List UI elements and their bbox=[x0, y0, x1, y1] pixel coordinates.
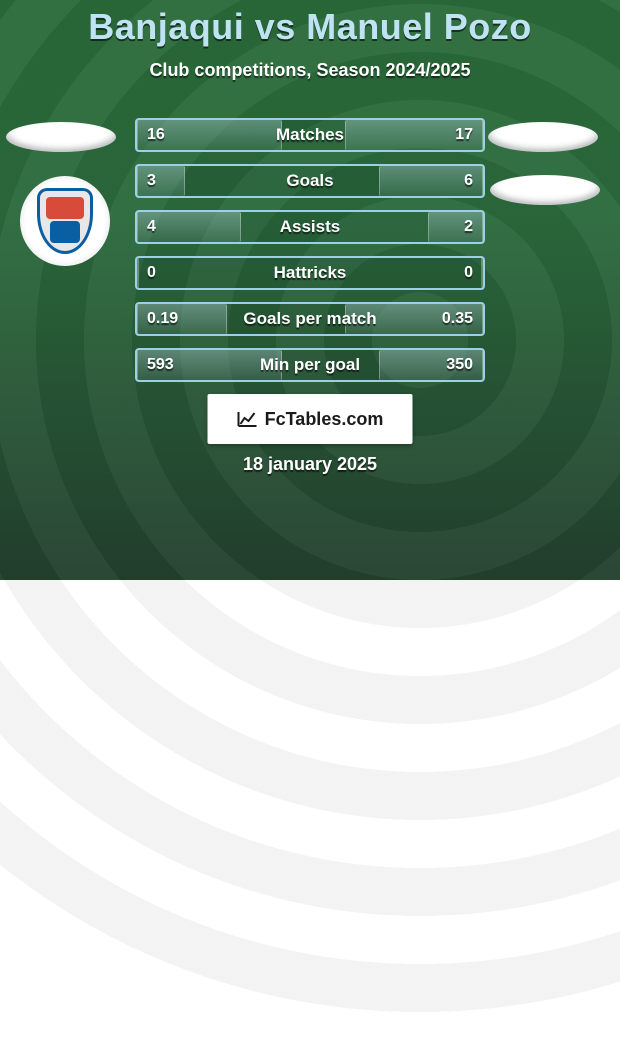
date-label: 18 january 2025 bbox=[0, 454, 620, 475]
stat-row: 593350Min per goal bbox=[135, 348, 485, 382]
brand-badge: FcTables.com bbox=[208, 394, 413, 444]
content-root: Banjaqui vs Manuel Pozo Club competition… bbox=[0, 0, 620, 81]
stat-value-right: 2 bbox=[464, 218, 473, 236]
stats-bars: 1617Matches36Goals42Assists00Hattricks0.… bbox=[135, 118, 485, 394]
stat-fill-right bbox=[481, 258, 483, 288]
player-left-placeholder bbox=[6, 122, 116, 152]
stat-row: 0 0Hattricks bbox=[135, 256, 485, 290]
page-title: Banjaqui vs Manuel Pozo bbox=[0, 0, 620, 48]
stat-value-right: 0 bbox=[464, 264, 473, 282]
stat-value-right: 0.35 bbox=[442, 310, 473, 328]
stat-label: Hattricks bbox=[137, 263, 483, 283]
brand-chart-icon bbox=[237, 410, 259, 428]
subtitle: Club competitions, Season 2024/2025 bbox=[0, 60, 620, 81]
stat-row: 1617Matches bbox=[135, 118, 485, 152]
stat-value-right: 17 bbox=[455, 126, 473, 144]
stat-value-right: 350 bbox=[446, 356, 473, 374]
player-right-placeholder bbox=[488, 122, 598, 152]
stat-value-left: 16 bbox=[147, 126, 165, 144]
stat-row: 42Assists bbox=[135, 210, 485, 244]
shield-icon bbox=[37, 188, 93, 254]
stat-value-right: 6 bbox=[464, 172, 473, 190]
stat-value-left: 0 bbox=[147, 264, 156, 282]
stat-value-left: 593 bbox=[147, 356, 174, 374]
stat-value-left: 3 bbox=[147, 172, 156, 190]
stat-value-left: 0.19 bbox=[147, 310, 178, 328]
brand-label: FcTables.com bbox=[265, 409, 384, 430]
stat-row: 0.190.35Goals per match bbox=[135, 302, 485, 336]
stat-fill-right bbox=[428, 212, 483, 242]
stat-fill-left bbox=[137, 258, 139, 288]
stat-value-left: 4 bbox=[147, 218, 156, 236]
stat-row: 36Goals bbox=[135, 164, 485, 198]
club-left-badge bbox=[20, 176, 110, 266]
stat-fill-left bbox=[137, 166, 185, 196]
club-right-placeholder bbox=[490, 175, 600, 205]
